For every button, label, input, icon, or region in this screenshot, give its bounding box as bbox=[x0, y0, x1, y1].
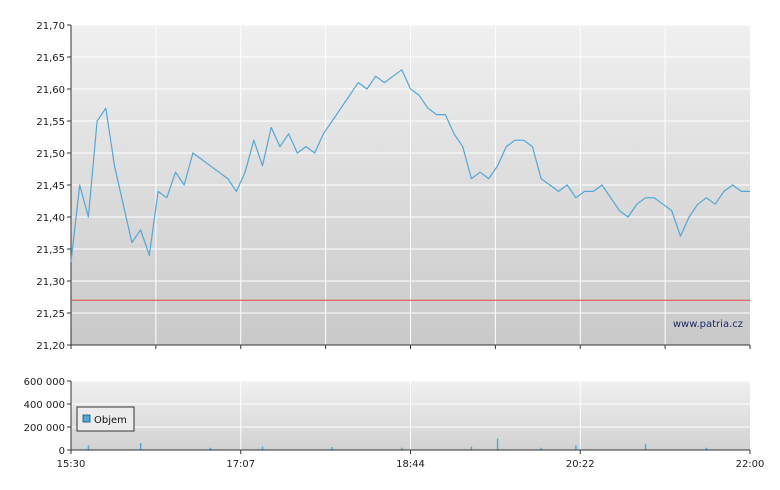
volume-y-tick-label: 200 000 bbox=[24, 423, 65, 434]
price-y-tick-label: 21,45 bbox=[36, 181, 65, 192]
volume-bar bbox=[470, 446, 473, 450]
legend-swatch bbox=[82, 414, 91, 423]
price-y-tick-label: 21,60 bbox=[36, 85, 65, 96]
price-y-tick-label: 21,50 bbox=[36, 149, 65, 160]
price-y-tick-label: 21,40 bbox=[36, 213, 65, 224]
volume-y-tick-label: 400 000 bbox=[24, 400, 65, 411]
price-y-tick-label: 21,25 bbox=[36, 309, 65, 320]
volume-y-tick-label: 600 000 bbox=[24, 377, 65, 388]
volume-bar bbox=[331, 447, 333, 450]
watermark: www.patria.cz bbox=[673, 319, 743, 330]
x-tick-label: 17:07 bbox=[226, 459, 255, 470]
x-tick-label: 22:00 bbox=[736, 459, 765, 470]
volume-bar bbox=[87, 445, 90, 450]
volume-y-tick-label: 0 bbox=[59, 446, 65, 457]
volume-bar bbox=[139, 443, 142, 450]
volume-bar bbox=[261, 446, 264, 450]
volume-panel: 0 200 000 400 000 600 000 15:30 17:07 18:44 20:… bbox=[24, 377, 765, 470]
price-y-tick-label: 21,55 bbox=[36, 117, 65, 128]
price-panel: 21,20 21,25 21,30 21,35 21,40 21,45 21,50 21,55… bbox=[36, 21, 751, 352]
volume-bar bbox=[705, 447, 708, 450]
x-tick-label: 18:44 bbox=[396, 459, 425, 470]
x-tick-label: 20:22 bbox=[566, 459, 595, 470]
volume-bar bbox=[496, 438, 499, 450]
volume-bar bbox=[575, 445, 577, 450]
volume-bar bbox=[540, 447, 542, 450]
volume-bar bbox=[209, 447, 212, 450]
price-y-tick-label: 21,70 bbox=[36, 21, 65, 32]
x-tick-label: 15:30 bbox=[57, 459, 86, 470]
price-y-tick-label: 21,65 bbox=[36, 53, 65, 64]
volume-legend: Objem bbox=[76, 406, 135, 432]
price-y-tick-label: 21,20 bbox=[36, 341, 65, 352]
price-y-tick-label: 21,30 bbox=[36, 277, 65, 288]
price-series-line bbox=[70, 69, 750, 262]
volume-bar bbox=[644, 444, 647, 450]
legend-label: Objem bbox=[94, 415, 127, 426]
price-y-tick-label: 21,35 bbox=[36, 245, 65, 256]
volume-bar bbox=[401, 447, 403, 450]
